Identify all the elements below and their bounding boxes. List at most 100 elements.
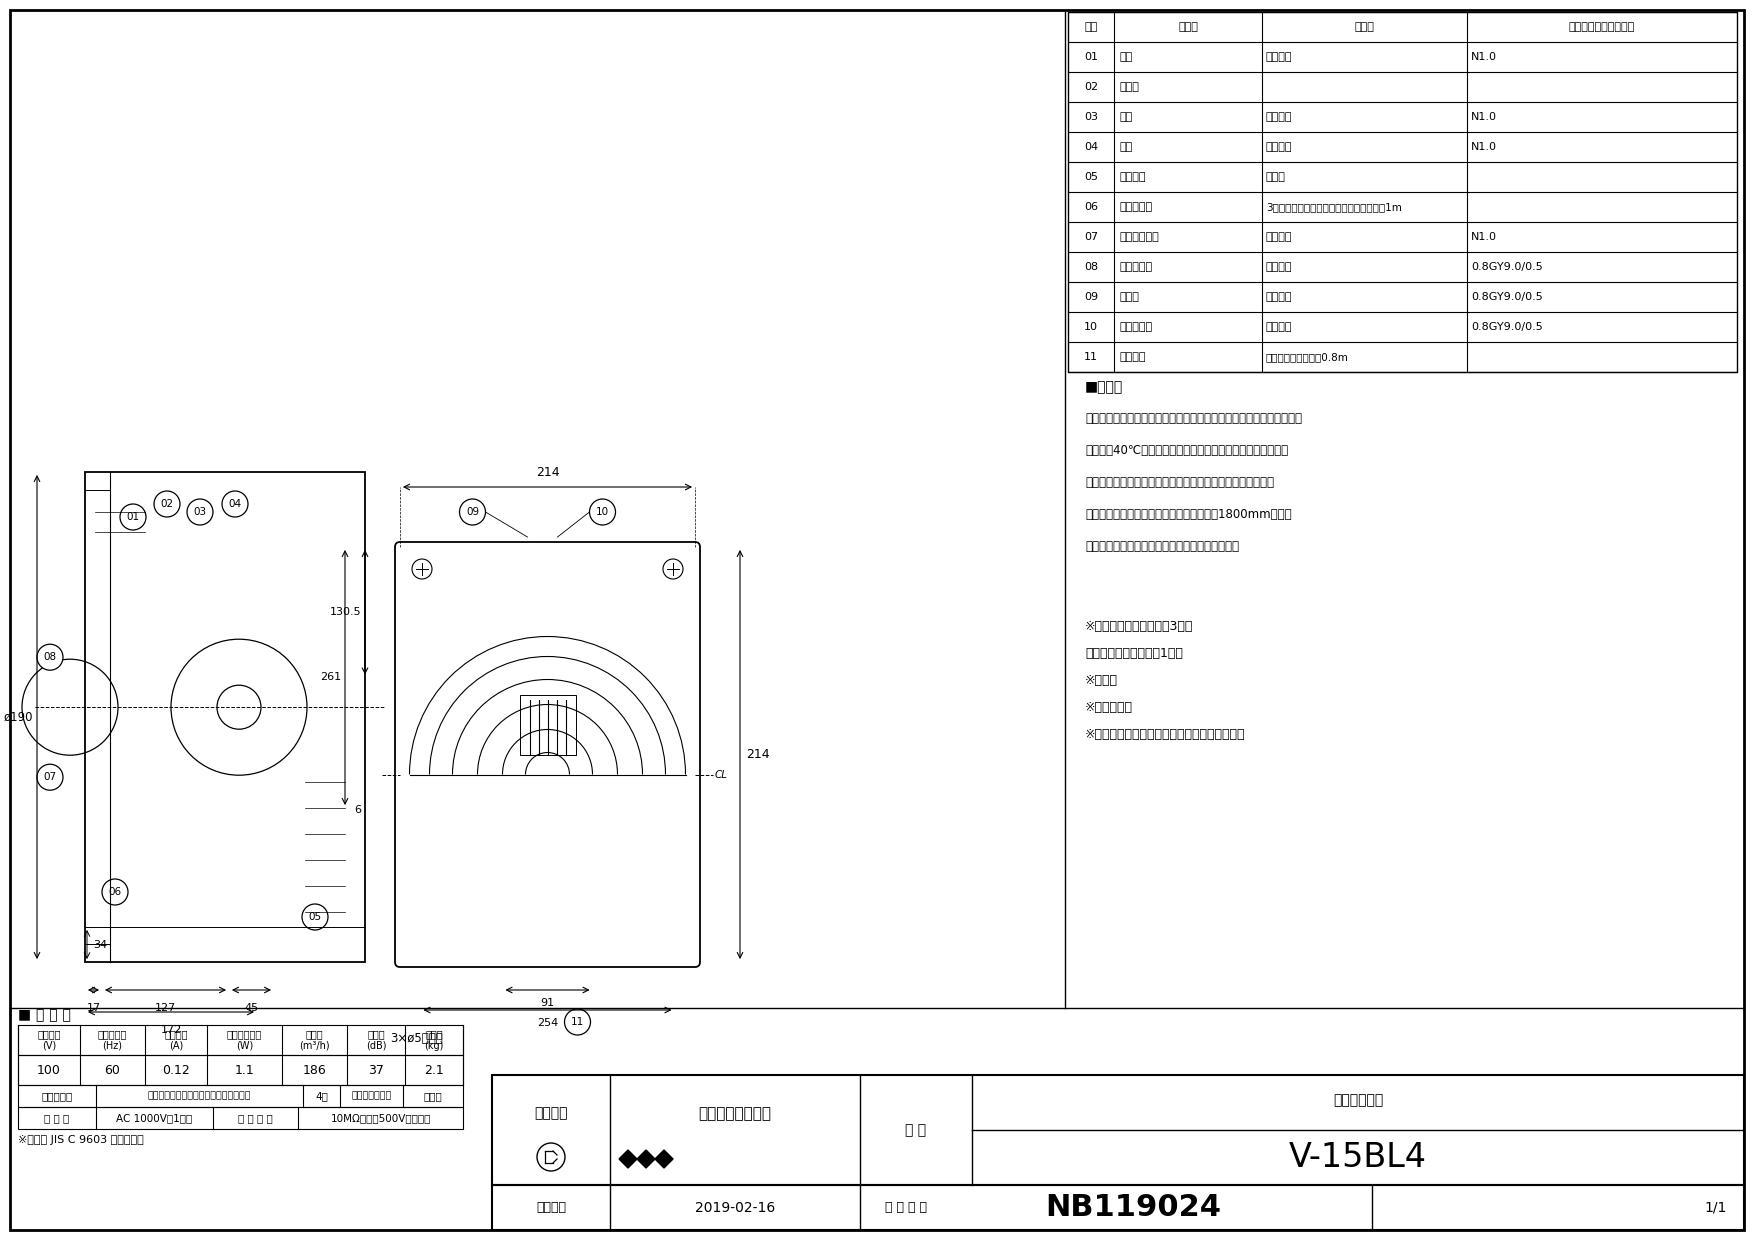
Text: 6: 6 bbox=[354, 805, 361, 815]
Text: 合成樹脂: 合成樹脂 bbox=[1266, 262, 1293, 272]
Text: 09: 09 bbox=[1084, 291, 1098, 303]
Text: ・内釜式風呂を据え付けた浴室には取付けないでください。: ・内釜式風呂を据え付けた浴室には取付けないでください。 bbox=[1086, 476, 1273, 489]
Text: ※特性は JIS C 9603 に基づく。: ※特性は JIS C 9603 に基づく。 bbox=[18, 1135, 144, 1145]
Text: 整 理 番 号: 整 理 番 号 bbox=[886, 1202, 928, 1214]
Text: 第三角法: 第三角法 bbox=[535, 1106, 568, 1121]
Text: 固定ピン（1個）: 固定ピン（1個） bbox=[1086, 647, 1182, 660]
Text: 127: 127 bbox=[154, 1003, 175, 1013]
Text: 2019-02-16: 2019-02-16 bbox=[695, 1200, 775, 1214]
Text: 作成日付: 作成日付 bbox=[537, 1202, 567, 1214]
Polygon shape bbox=[654, 1149, 674, 1168]
Text: 11: 11 bbox=[1084, 352, 1098, 362]
Text: 色調（マンセル・近）: 色調（マンセル・近） bbox=[1568, 22, 1635, 32]
Text: 06: 06 bbox=[1084, 202, 1098, 212]
Text: 電動機: 電動機 bbox=[1119, 82, 1138, 92]
Text: 06: 06 bbox=[109, 887, 121, 897]
Text: 風　量
(m³/h): 風 量 (m³/h) bbox=[300, 1029, 330, 1050]
Text: 合成樹脂: 合成樹脂 bbox=[1266, 291, 1293, 303]
Text: 60: 60 bbox=[105, 1064, 121, 1076]
Text: 03: 03 bbox=[1084, 112, 1098, 122]
Bar bbox=[18, 1025, 463, 1055]
Text: 186: 186 bbox=[303, 1064, 326, 1076]
Text: N1.0: N1.0 bbox=[1472, 52, 1496, 62]
Bar bbox=[493, 1075, 1743, 1185]
Text: 1.1: 1.1 bbox=[235, 1064, 254, 1076]
Circle shape bbox=[589, 498, 616, 525]
Text: シャッター枚: シャッター枚 bbox=[1119, 232, 1159, 242]
Text: 品　名: 品 名 bbox=[1179, 22, 1198, 32]
Text: ※同梅品・・・木ねじ（3本）: ※同梅品・・・木ねじ（3本） bbox=[1086, 620, 1193, 632]
Text: N1.0: N1.0 bbox=[1472, 112, 1496, 122]
Text: 10: 10 bbox=[1084, 322, 1098, 332]
Circle shape bbox=[460, 498, 486, 525]
Text: 合成樹脂: 合成樹脂 bbox=[1266, 52, 1293, 62]
Text: 11: 11 bbox=[570, 1017, 584, 1027]
Text: 4極: 4極 bbox=[316, 1091, 328, 1101]
Text: 羽根: 羽根 bbox=[1119, 112, 1133, 122]
Text: ・本製品は高所取付用です。必ず床面から1800mm以上の: ・本製品は高所取付用です。必ず床面から1800mm以上の bbox=[1086, 508, 1291, 521]
Text: ・高温（40℃以上）になる場所には取付けないでください。: ・高温（40℃以上）になる場所には取付けないでください。 bbox=[1086, 444, 1287, 458]
Text: 0.8GY9.0/0.5: 0.8GY9.0/0.5 bbox=[1472, 262, 1544, 272]
Text: 合成樹脂　有効長約0.8m: 合成樹脂 有効長約0.8m bbox=[1266, 352, 1349, 362]
Text: 214: 214 bbox=[535, 466, 560, 479]
Text: 化粧グリル: 化粧グリル bbox=[1119, 322, 1152, 332]
Text: 防湿形: 防湿形 bbox=[1266, 172, 1286, 182]
Bar bbox=[18, 1085, 463, 1107]
Text: N1.0: N1.0 bbox=[1472, 232, 1496, 242]
Text: 電源コード: 電源コード bbox=[1119, 202, 1152, 212]
Circle shape bbox=[565, 1009, 591, 1035]
Text: 02: 02 bbox=[1084, 82, 1098, 92]
Text: 09: 09 bbox=[467, 507, 479, 517]
Text: 10: 10 bbox=[596, 507, 609, 517]
Text: V-15BL4: V-15BL4 bbox=[1289, 1141, 1428, 1174]
Text: ※壁取付専用: ※壁取付専用 bbox=[1086, 701, 1133, 714]
Text: 08: 08 bbox=[1084, 262, 1098, 272]
Text: 定格周波数
(Hz): 定格周波数 (Hz) bbox=[98, 1029, 128, 1050]
Text: 34: 34 bbox=[93, 940, 107, 950]
Text: 連動式: 連動式 bbox=[424, 1091, 442, 1101]
Text: 本体: 本体 bbox=[1119, 52, 1133, 62]
Text: 騒　音
(dB): 騒 音 (dB) bbox=[367, 1029, 386, 1050]
Text: 材　質: 材 質 bbox=[1354, 22, 1375, 32]
Circle shape bbox=[37, 764, 63, 790]
Text: 02: 02 bbox=[160, 498, 174, 508]
Text: 214: 214 bbox=[745, 748, 770, 761]
Text: 01: 01 bbox=[1084, 52, 1098, 62]
Bar bbox=[84, 472, 365, 962]
Text: 17: 17 bbox=[86, 1003, 100, 1013]
Text: 合成樹脂: 合成樹脂 bbox=[1266, 143, 1293, 153]
Circle shape bbox=[37, 645, 63, 670]
Text: 合成樹脂: 合成樹脂 bbox=[1266, 232, 1293, 242]
Text: 2.1: 2.1 bbox=[424, 1064, 444, 1076]
Circle shape bbox=[154, 491, 181, 517]
Polygon shape bbox=[619, 1149, 637, 1168]
Text: 1/1: 1/1 bbox=[1705, 1200, 1728, 1214]
Text: 合成樹脂: 合成樹脂 bbox=[1266, 112, 1293, 122]
Text: 0.8GY9.0/0.5: 0.8GY9.0/0.5 bbox=[1472, 291, 1544, 303]
Text: 定格電流
(A): 定格電流 (A) bbox=[165, 1029, 188, 1050]
Text: シャッター形式: シャッター形式 bbox=[351, 1091, 391, 1101]
Text: 261: 261 bbox=[319, 672, 340, 682]
Text: 3×ø5取付穴: 3×ø5取付穴 bbox=[389, 1032, 442, 1045]
Text: 0.12: 0.12 bbox=[161, 1064, 189, 1076]
Text: 37: 37 bbox=[368, 1064, 384, 1076]
Text: 電動機形式: 電動機形式 bbox=[42, 1091, 72, 1101]
Text: 08: 08 bbox=[44, 652, 56, 662]
Text: スイッチ: スイッチ bbox=[1119, 172, 1145, 182]
Text: ※仕様は場合により変更することがあります。: ※仕様は場合により変更することがあります。 bbox=[1086, 728, 1245, 742]
Text: 04: 04 bbox=[1084, 143, 1098, 153]
Text: 品番: 品番 bbox=[1084, 22, 1098, 32]
Text: メンテナンス可能な位置に取付けてください。: メンテナンス可能な位置に取付けてください。 bbox=[1086, 539, 1238, 553]
Bar bbox=[493, 1185, 1743, 1230]
Text: AC 1000V、1分間: AC 1000V、1分間 bbox=[116, 1114, 193, 1123]
Text: グリル: グリル bbox=[1119, 291, 1138, 303]
Text: 172: 172 bbox=[160, 1025, 182, 1035]
Text: 03: 03 bbox=[193, 507, 207, 517]
Text: ・本製品は浴室用です。それ以外の用途には使用しないでください。: ・本製品は浴室用です。それ以外の用途には使用しないでください。 bbox=[1086, 412, 1301, 425]
Circle shape bbox=[188, 498, 212, 525]
Text: 浴室用換気扇: 浴室用換気扇 bbox=[1333, 1094, 1384, 1107]
Text: 三菱電機株式会社: 三菱電機株式会社 bbox=[698, 1106, 772, 1121]
Text: 合成樹脂: 合成樹脂 bbox=[1266, 322, 1293, 332]
Text: 耐 電 圧: 耐 電 圧 bbox=[44, 1114, 70, 1123]
Bar bbox=[1068, 12, 1736, 372]
